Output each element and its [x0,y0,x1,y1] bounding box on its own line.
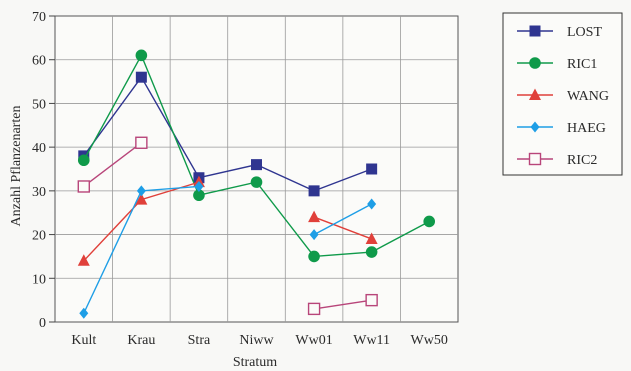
legend-marker [529,88,541,100]
legend-item-ric1: RIC1 [517,57,597,72]
data-point [365,293,378,307]
data-point [77,254,90,266]
series-line [83,142,142,188]
legend-box [502,12,623,176]
legend-label: LOST [567,25,602,40]
y-tick-label: 50 [32,97,46,112]
plot-series [77,49,436,319]
y-tick-label: 30 [32,185,46,200]
legend: LOST RIC1 WANG HAEG RIC2 [502,12,623,176]
series-haeg [79,180,377,319]
data-point [194,180,204,192]
x-tick-label: Stra [188,333,211,348]
x-tick-label: Ww50 [411,333,448,348]
y-axis-title: Anzahl Pflanzenarten [9,106,24,227]
legend-item-wang: WANG [517,88,609,104]
data-point [77,180,90,193]
legend-marker [529,57,541,69]
data-point [367,198,377,210]
data-point [77,154,90,167]
legend-marker [529,25,541,37]
data-point [365,246,378,258]
data-point [366,163,378,175]
series-line [313,299,372,310]
data-point [135,193,148,205]
series-line [313,203,372,236]
x-tick-label: Krau [127,333,155,348]
data-point [79,307,89,319]
legend-marker [528,152,542,166]
x-tick-label: Niww [239,333,274,348]
legend-label: RIC2 [567,153,597,168]
x-axis-title: Stratum [233,355,277,370]
data-point [135,136,148,149]
data-point [251,159,262,171]
data-point [250,176,263,188]
legend-item-lost: LOST [517,25,602,40]
legend-item-ric2: RIC2 [517,152,597,168]
axes: 0 10 20 30 40 50 60 70 Kult Krau Stra Niww Ww01 Ww11 W… [32,10,448,348]
y-tick-label: 10 [32,272,46,287]
x-tick-label: Kult [71,333,96,348]
y-tick-label: 0 [39,316,46,331]
data-point [135,71,147,83]
y-tick-label: 20 [32,229,46,244]
legend-label: HAEG [567,121,606,136]
series-ric2 [77,136,378,316]
legend-item-haeg: HAEG [517,121,606,136]
series-line [313,216,372,240]
grid [54,15,459,323]
data-point [308,210,321,223]
data-point [309,229,319,241]
y-tick-label: 60 [32,54,46,69]
data-point [135,49,148,62]
data-point [308,250,320,263]
data-point [365,232,378,244]
data-point [193,189,205,202]
data-point [136,185,146,197]
legend-label: WANG [567,89,609,104]
data-point [423,215,436,228]
y-tick-label: 40 [32,141,46,156]
x-tick-label: Ww01 [295,333,332,348]
x-tick-label: Ww11 [353,333,390,348]
data-point [308,185,320,197]
legend-label: RIC1 [567,57,597,72]
series-ric1 [77,49,436,263]
y-tick-label: 70 [32,10,46,25]
data-point [307,302,321,316]
series-line [83,75,372,192]
legend-marker [530,121,540,133]
